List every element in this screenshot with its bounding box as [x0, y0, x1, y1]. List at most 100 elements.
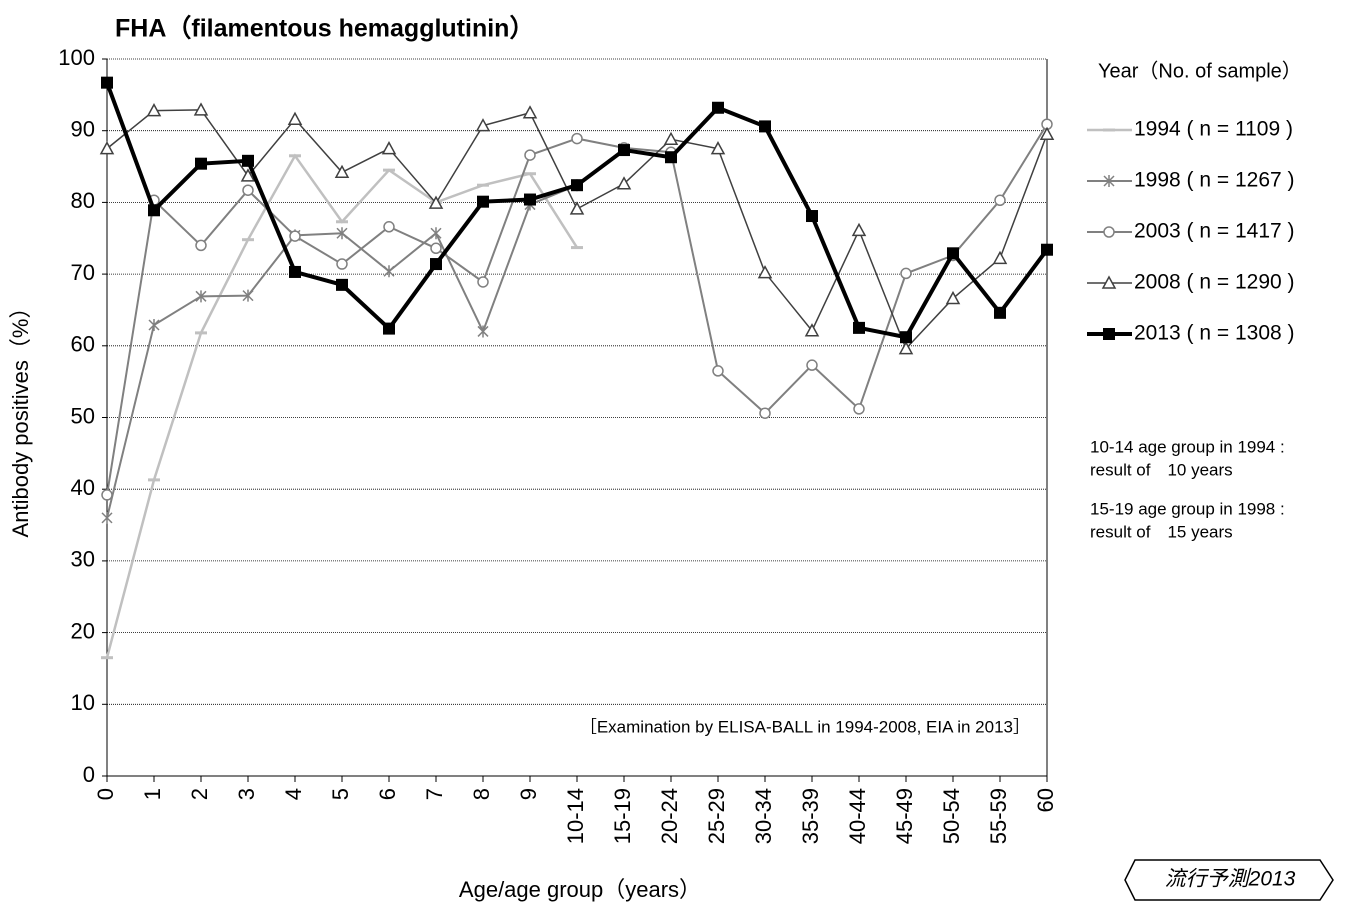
x-tick-label: 1 — [140, 788, 165, 800]
marker — [193, 102, 209, 116]
marker — [383, 265, 395, 278]
marker — [477, 276, 489, 288]
note: result of 10 years — [1090, 460, 1233, 479]
marker — [430, 227, 442, 240]
marker — [287, 111, 303, 125]
marker — [712, 365, 724, 377]
marker — [195, 157, 207, 170]
marker — [522, 105, 538, 119]
x-tick-label: 30-34 — [751, 788, 776, 844]
y-tick-label: 10 — [71, 690, 95, 715]
marker — [336, 227, 348, 240]
y-tick-label: 30 — [71, 547, 95, 572]
marker — [618, 144, 630, 157]
marker — [851, 222, 867, 237]
marker — [242, 154, 254, 167]
x-tick-label: 10-14 — [563, 788, 588, 844]
marker — [430, 242, 442, 255]
x-tick-label: 25-29 — [704, 788, 729, 844]
marker — [477, 195, 489, 208]
marker — [900, 331, 912, 344]
y-tick-label: 90 — [71, 117, 95, 142]
marker — [1103, 175, 1115, 187]
x-tick-label: 35-39 — [798, 788, 823, 844]
marker — [759, 407, 771, 419]
legend-label: 1994 ( n = 1109 ) — [1134, 118, 1293, 141]
marker — [430, 258, 442, 271]
legend-label: 2003 ( n = 1417 ) — [1134, 220, 1295, 243]
marker — [383, 322, 395, 335]
marker — [616, 176, 632, 190]
marker — [663, 131, 679, 146]
marker — [757, 265, 773, 279]
marker — [569, 201, 585, 215]
y-tick-label: 80 — [71, 188, 95, 213]
marker — [853, 403, 865, 415]
marker — [524, 149, 536, 161]
marker — [334, 164, 350, 179]
note: 10-14 age group in 1994 : — [1090, 437, 1285, 456]
marker — [1039, 126, 1055, 141]
y-tick-label: 0 — [83, 762, 95, 787]
marker — [571, 132, 583, 145]
marker — [146, 103, 162, 117]
marker — [477, 325, 489, 338]
marker — [336, 278, 348, 291]
series-line — [106, 147, 625, 519]
annotation: ［Examination by ELISA-BALL in 1994-2008,… — [580, 717, 1030, 736]
x-tick-label: 8 — [469, 788, 494, 800]
marker — [101, 511, 113, 524]
x-tick-label: 40-44 — [845, 788, 870, 844]
marker — [1041, 243, 1053, 256]
marker — [898, 341, 914, 355]
x-tick-label: 50-54 — [939, 788, 964, 844]
y-tick-label: 100 — [58, 45, 95, 70]
y-tick-label: 60 — [71, 332, 95, 357]
marker — [242, 289, 254, 302]
marker — [994, 194, 1006, 206]
legend-label: 2008 ( n = 1290 ) — [1134, 271, 1295, 294]
x-tick-label: 0 — [93, 788, 118, 800]
marker — [994, 306, 1006, 319]
x-tick-label: 20-24 — [657, 788, 682, 844]
marker — [289, 230, 301, 242]
marker — [148, 204, 160, 217]
x-tick-label: 5 — [328, 788, 353, 800]
marker — [242, 184, 254, 196]
marker — [475, 118, 491, 132]
logo: 流行予測2013 — [1165, 868, 1296, 891]
y-tick-label: 40 — [71, 475, 95, 500]
marker — [383, 221, 395, 233]
marker — [571, 179, 583, 192]
marker — [428, 195, 444, 209]
x-tick-label: 3 — [234, 788, 259, 800]
marker — [759, 120, 771, 133]
marker — [710, 141, 726, 155]
x-tick-label: 7 — [422, 788, 447, 800]
x-tick-label: 9 — [516, 788, 541, 800]
marker — [240, 168, 256, 182]
marker — [148, 319, 160, 332]
x-tick-label: 60 — [1033, 788, 1058, 812]
marker — [289, 265, 301, 278]
marker — [195, 239, 207, 252]
marker — [1101, 275, 1117, 289]
marker — [1103, 226, 1115, 238]
x-tick-label: 55-59 — [986, 788, 1011, 844]
series-line — [106, 109, 1048, 351]
marker — [99, 141, 115, 155]
x-tick-label: 15-19 — [610, 788, 635, 844]
logo-frame — [1124, 859, 1334, 901]
marker — [853, 321, 865, 334]
x-tick-label: 45-49 — [892, 788, 917, 844]
y-axis-label: Antibody positives（%） — [8, 297, 33, 538]
marker — [1103, 328, 1115, 340]
legend-title: Year（No. of sample） — [1098, 59, 1302, 82]
marker — [665, 151, 677, 164]
note: result of 15 years — [1090, 522, 1233, 541]
marker — [806, 210, 818, 223]
marker — [804, 323, 820, 337]
marker — [195, 290, 207, 303]
marker — [101, 489, 113, 501]
